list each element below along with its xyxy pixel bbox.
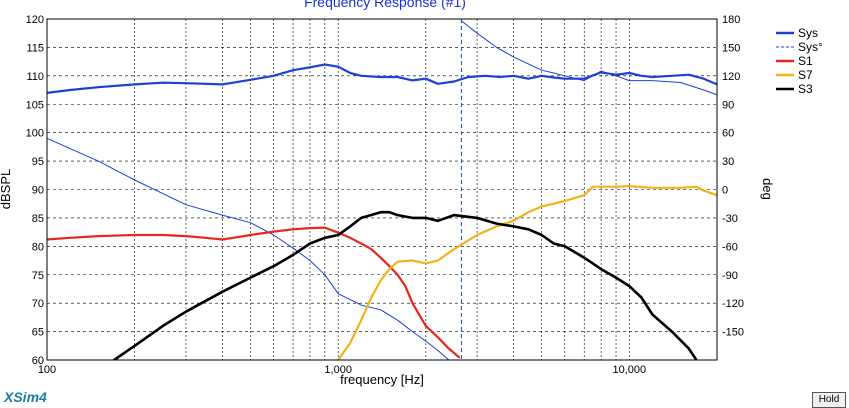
y2-tick-label: 180 bbox=[722, 14, 740, 26]
series-line-s1 bbox=[47, 226, 461, 359]
y2-tick-label: -120 bbox=[722, 298, 744, 310]
hold-button[interactable]: Hold bbox=[812, 392, 846, 408]
x-axis-label: frequency [Hz] bbox=[340, 372, 424, 387]
y-tick-label: 115 bbox=[26, 42, 44, 54]
y2-tick-label: -60 bbox=[722, 241, 738, 253]
x-tick-label: 100 bbox=[38, 364, 56, 376]
plot-area bbox=[47, 19, 717, 360]
legend-label-s7: S7 bbox=[798, 68, 813, 82]
legend-label-s3: S3 bbox=[798, 82, 813, 96]
chart-title: Frequency Response (#1) bbox=[304, 0, 466, 10]
y2-tick-label: -90 bbox=[722, 270, 738, 282]
y-tick-label: 80 bbox=[32, 241, 44, 253]
y2-tick-label: 120 bbox=[722, 71, 740, 83]
y2-tick-label: -30 bbox=[722, 213, 738, 225]
y-tick-label: 70 bbox=[32, 298, 44, 310]
y-tick-label: 85 bbox=[32, 213, 44, 225]
plot-frame bbox=[46, 18, 718, 361]
legend-label-s1: S1 bbox=[798, 54, 813, 68]
y-axis-label: dBSPL bbox=[0, 169, 13, 209]
y-tick-label: 120 bbox=[26, 14, 44, 26]
y2-tick-label: 30 bbox=[722, 156, 734, 168]
y2-tick-label: 90 bbox=[722, 99, 734, 111]
series-line-s7 bbox=[337, 185, 717, 360]
y2-axis-label: deg bbox=[760, 178, 775, 200]
axis-ticks: 60 65 70 75 80 85 90 95 100 105 110 115 120 -150 -120 -… bbox=[26, 14, 744, 376]
grid bbox=[47, 19, 717, 360]
x-tick-label: 1,000 bbox=[324, 364, 352, 376]
xsim-logo: XSim4 bbox=[4, 389, 47, 405]
legend-label-sys: Sys bbox=[798, 26, 818, 40]
y2-tick-label: -150 bbox=[722, 327, 744, 339]
y2-tick-label: 60 bbox=[722, 128, 734, 140]
y-tick-label: 75 bbox=[32, 270, 44, 282]
x-tick-label: 10,000 bbox=[613, 364, 647, 376]
legend-label-sys: Sys° bbox=[798, 40, 823, 54]
series-lines bbox=[47, 19, 717, 360]
series-line-sys bbox=[47, 20, 717, 360]
y-tick-label: 90 bbox=[32, 185, 44, 197]
y2-tick-label: 150 bbox=[722, 42, 740, 54]
y-tick-label: 60 bbox=[32, 355, 44, 367]
series-line-s3 bbox=[112, 210, 698, 360]
series-line-sys bbox=[47, 63, 717, 94]
y-tick-label: 110 bbox=[26, 71, 44, 83]
y2-tick-label: 0 bbox=[722, 185, 728, 197]
y-tick-label: 105 bbox=[26, 99, 44, 111]
y-tick-label: 95 bbox=[32, 156, 44, 168]
y-tick-label: 100 bbox=[26, 128, 44, 140]
y-tick-label: 65 bbox=[32, 327, 44, 339]
